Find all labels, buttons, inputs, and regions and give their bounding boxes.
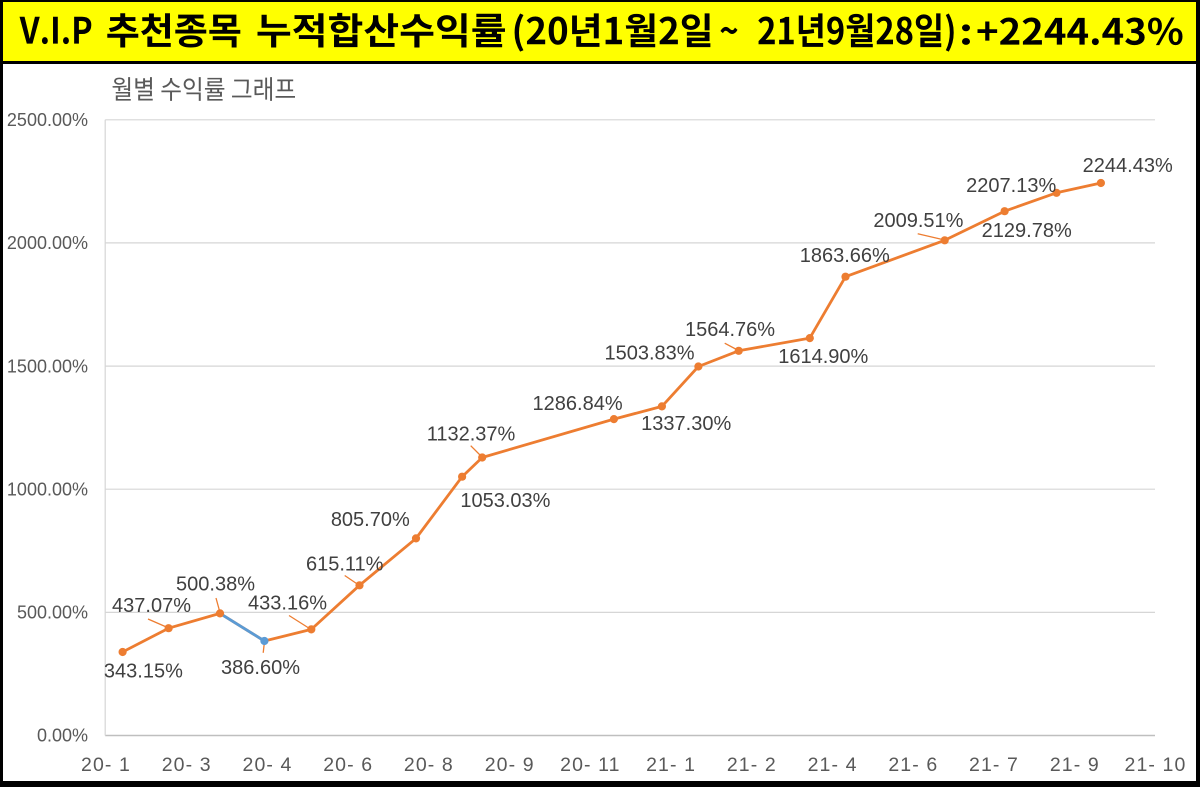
svg-text:1564.76%: 1564.76% <box>685 319 775 341</box>
svg-text:20- 1: 20- 1 <box>81 754 131 776</box>
svg-text:1053.03%: 1053.03% <box>460 490 550 512</box>
svg-text:21- 2: 21- 2 <box>727 754 777 776</box>
svg-text:21- 1: 21- 1 <box>646 754 696 776</box>
svg-text:805.70%: 805.70% <box>331 509 410 531</box>
svg-text:2500.00%: 2500.00% <box>7 110 88 130</box>
svg-text:21- 10: 21- 10 <box>1125 754 1187 776</box>
svg-text:20- 11: 20- 11 <box>560 754 620 776</box>
svg-text:500.38%: 500.38% <box>176 574 255 596</box>
svg-text:21- 6: 21- 6 <box>888 754 938 776</box>
svg-text:2207.13%: 2207.13% <box>966 175 1056 197</box>
svg-text:1132.37%: 1132.37% <box>427 423 516 445</box>
svg-text:2000.00%: 2000.00% <box>7 233 88 253</box>
svg-text:20- 6: 20- 6 <box>323 754 373 776</box>
svg-text:1863.66%: 1863.66% <box>800 245 890 267</box>
svg-text:0.00%: 0.00% <box>37 726 88 746</box>
svg-text:1500.00%: 1500.00% <box>7 356 88 376</box>
svg-text:1286.84%: 1286.84% <box>533 393 623 415</box>
svg-text:21- 9: 21- 9 <box>1050 754 1100 776</box>
svg-text:1614.90%: 1614.90% <box>778 346 868 368</box>
svg-text:500.00%: 500.00% <box>17 603 88 623</box>
svg-text:615.11%: 615.11% <box>306 554 384 576</box>
svg-text:20- 4: 20- 4 <box>243 754 293 776</box>
svg-text:21- 7: 21- 7 <box>969 754 1019 776</box>
svg-text:20- 3: 20- 3 <box>162 754 212 776</box>
svg-text:343.15%: 343.15% <box>104 661 183 683</box>
svg-text:1000.00%: 1000.00% <box>7 479 88 499</box>
svg-text:20- 9: 20- 9 <box>485 754 535 776</box>
svg-text:2129.78%: 2129.78% <box>982 220 1072 242</box>
svg-text:1503.83%: 1503.83% <box>604 343 694 365</box>
svg-text:20- 8: 20- 8 <box>404 754 454 776</box>
svg-text:433.16%: 433.16% <box>248 593 327 615</box>
svg-text:2244.43%: 2244.43% <box>1083 155 1173 177</box>
svg-text:437.07%: 437.07% <box>112 595 191 617</box>
svg-text:21- 4: 21- 4 <box>808 754 858 776</box>
svg-text:2009.51%: 2009.51% <box>873 210 963 232</box>
svg-text:386.60%: 386.60% <box>221 657 300 679</box>
svg-text:1337.30%: 1337.30% <box>641 413 731 435</box>
